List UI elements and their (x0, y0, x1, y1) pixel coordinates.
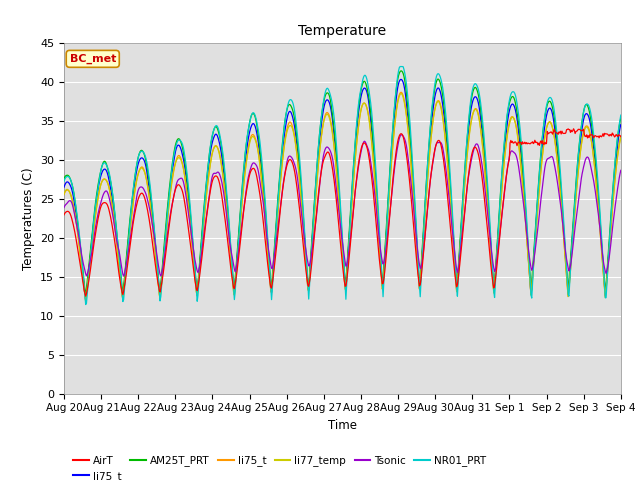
Y-axis label: Temperatures (C): Temperatures (C) (22, 167, 35, 270)
Title: Temperature: Temperature (298, 24, 387, 38)
Text: BC_met: BC_met (70, 54, 116, 64)
Legend: AirT, li75_t, AM25T_PRT, li75_t, li77_temp, Tsonic, NR01_PRT: AirT, li75_t, AM25T_PRT, li75_t, li77_te… (69, 451, 490, 480)
X-axis label: Time: Time (328, 419, 357, 432)
